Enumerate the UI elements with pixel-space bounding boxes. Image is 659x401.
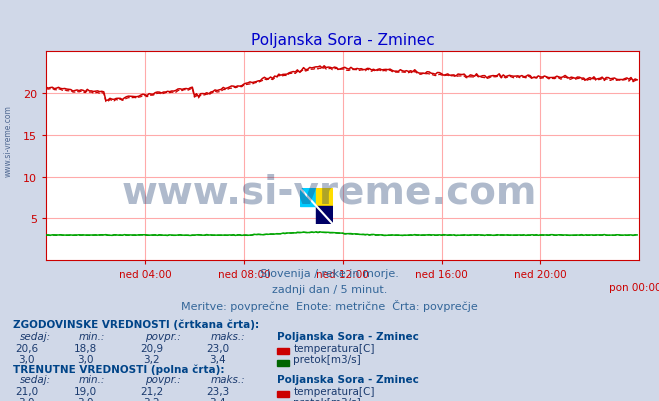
Text: zadnji dan / 5 minut.: zadnji dan / 5 minut. xyxy=(272,285,387,295)
Text: temperatura[C]: temperatura[C] xyxy=(293,343,375,353)
Text: min.:: min.: xyxy=(79,331,105,341)
Text: Poljanska Sora - Zminec: Poljanska Sora - Zminec xyxy=(277,374,418,384)
Text: 3,4: 3,4 xyxy=(209,397,226,401)
Text: TRENUTNE VREDNOSTI (polna črta):: TRENUTNE VREDNOSTI (polna črta): xyxy=(13,363,225,374)
Text: maks.:: maks.: xyxy=(211,374,246,384)
Text: 3,0: 3,0 xyxy=(77,397,94,401)
Text: pretok[m3/s]: pretok[m3/s] xyxy=(293,354,361,365)
Text: 3,4: 3,4 xyxy=(209,354,226,365)
Text: 3,0: 3,0 xyxy=(18,354,35,365)
Text: maks.:: maks.: xyxy=(211,331,246,341)
Title: Poljanska Sora - Zminec: Poljanska Sora - Zminec xyxy=(251,33,434,48)
Text: pretok[m3/s]: pretok[m3/s] xyxy=(293,397,361,401)
Text: Slovenija / reke in morje.: Slovenija / reke in morje. xyxy=(260,269,399,279)
Text: 21,0: 21,0 xyxy=(14,386,38,396)
Text: 18,8: 18,8 xyxy=(74,343,98,353)
Text: 19,0: 19,0 xyxy=(74,386,98,396)
Text: sedaj:: sedaj: xyxy=(20,374,51,384)
Text: min.:: min.: xyxy=(79,374,105,384)
Text: 3,2: 3,2 xyxy=(143,354,160,365)
Bar xyxy=(316,207,333,225)
Bar xyxy=(316,188,333,207)
Text: temperatura[C]: temperatura[C] xyxy=(293,386,375,396)
Text: 3,0: 3,0 xyxy=(18,397,35,401)
Bar xyxy=(300,188,316,207)
Text: 23,3: 23,3 xyxy=(206,386,229,396)
Text: pon 00:00: pon 00:00 xyxy=(609,282,659,292)
Text: www.si-vreme.com: www.si-vreme.com xyxy=(3,105,13,176)
Text: 20,9: 20,9 xyxy=(140,343,163,353)
Text: 20,6: 20,6 xyxy=(14,343,38,353)
Text: Meritve: povprečne  Enote: metrične  Črta: povprečje: Meritve: povprečne Enote: metrične Črta:… xyxy=(181,299,478,311)
Text: ZGODOVINSKE VREDNOSTI (črtkana črta):: ZGODOVINSKE VREDNOSTI (črtkana črta): xyxy=(13,318,259,329)
Text: 3,2: 3,2 xyxy=(143,397,160,401)
Text: sedaj:: sedaj: xyxy=(20,331,51,341)
Text: 23,0: 23,0 xyxy=(206,343,229,353)
Text: 3,0: 3,0 xyxy=(77,354,94,365)
Text: Poljanska Sora - Zminec: Poljanska Sora - Zminec xyxy=(277,331,418,341)
Text: povpr.:: povpr.: xyxy=(145,374,181,384)
Text: www.si-vreme.com: www.si-vreme.com xyxy=(122,174,537,211)
Text: povpr.:: povpr.: xyxy=(145,331,181,341)
Text: 21,2: 21,2 xyxy=(140,386,163,396)
